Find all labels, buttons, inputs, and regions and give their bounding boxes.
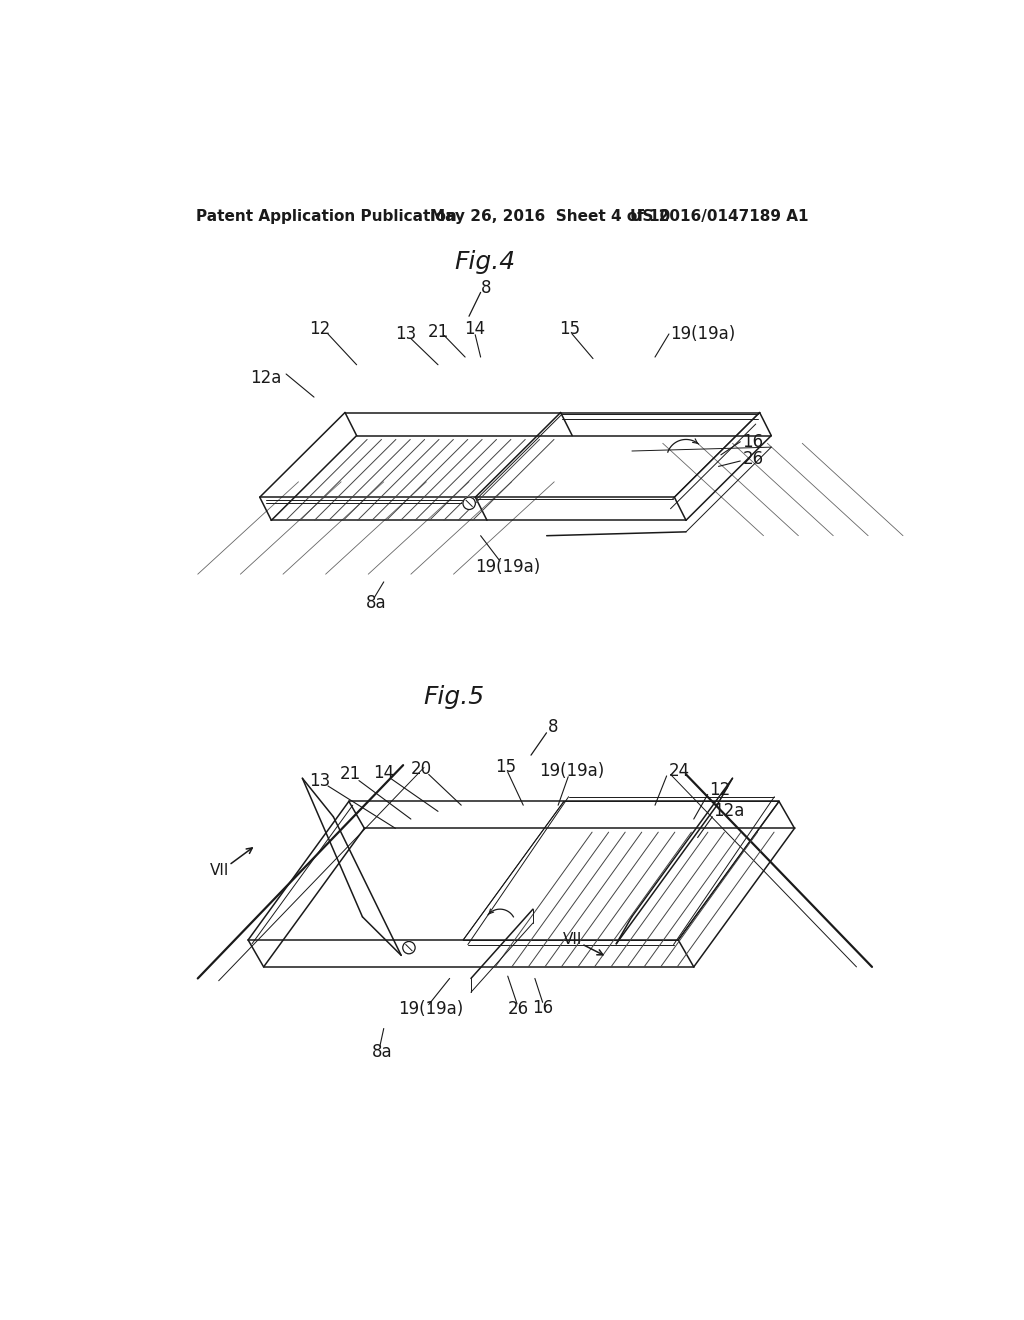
Text: 14: 14 bbox=[373, 764, 394, 781]
Text: Patent Application Publication: Patent Application Publication bbox=[197, 209, 457, 223]
Text: VII: VII bbox=[562, 932, 582, 948]
Text: 19(19a): 19(19a) bbox=[475, 557, 541, 576]
Text: 8: 8 bbox=[481, 279, 492, 297]
Text: 12a: 12a bbox=[713, 803, 744, 820]
Text: May 26, 2016  Sheet 4 of 10: May 26, 2016 Sheet 4 of 10 bbox=[430, 209, 671, 223]
Text: 12: 12 bbox=[309, 321, 331, 338]
Text: 13: 13 bbox=[309, 772, 331, 789]
Text: 21: 21 bbox=[340, 766, 361, 783]
Text: 14: 14 bbox=[464, 321, 485, 338]
Text: 8a: 8a bbox=[366, 594, 386, 612]
Text: 15: 15 bbox=[495, 758, 516, 776]
Text: 16: 16 bbox=[742, 433, 764, 450]
Circle shape bbox=[463, 498, 475, 510]
Text: VII: VII bbox=[210, 863, 229, 878]
Text: 15: 15 bbox=[559, 321, 581, 338]
Text: 19(19a): 19(19a) bbox=[671, 325, 736, 343]
Text: 8: 8 bbox=[548, 718, 558, 735]
Text: 8a: 8a bbox=[372, 1043, 392, 1060]
Text: US 2016/0147189 A1: US 2016/0147189 A1 bbox=[630, 209, 809, 223]
Text: Fig.4: Fig.4 bbox=[454, 251, 515, 275]
Text: Fig.5: Fig.5 bbox=[423, 685, 484, 709]
Text: 26: 26 bbox=[742, 450, 764, 467]
Text: 20: 20 bbox=[411, 760, 431, 777]
Text: 26: 26 bbox=[507, 1001, 528, 1018]
Text: 19(19a): 19(19a) bbox=[539, 763, 604, 780]
Text: 12a: 12a bbox=[250, 368, 282, 387]
Text: 12: 12 bbox=[710, 781, 730, 799]
Circle shape bbox=[402, 941, 415, 954]
Text: 16: 16 bbox=[532, 999, 553, 1016]
Text: 24: 24 bbox=[669, 762, 690, 780]
Text: 21: 21 bbox=[427, 322, 449, 341]
Text: 13: 13 bbox=[395, 325, 416, 343]
Text: 19(19a): 19(19a) bbox=[397, 1001, 463, 1018]
